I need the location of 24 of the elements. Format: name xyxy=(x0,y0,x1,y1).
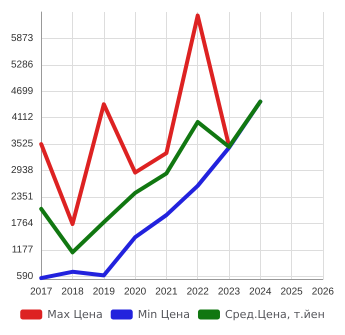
x-tick-label: 2026 xyxy=(312,286,334,298)
x-tick-label: 2017 xyxy=(30,286,53,298)
x-tick-label: 2024 xyxy=(249,286,272,298)
x-tick-label: 2018 xyxy=(61,286,84,298)
x-tick-label: 2019 xyxy=(92,286,116,298)
y-tick-label: 590 xyxy=(16,270,34,282)
x-tick-label: 2022 xyxy=(186,286,210,298)
y-tick-label: 4112 xyxy=(12,112,34,124)
y-tick-label: 3525 xyxy=(10,138,34,150)
y-tick-label: 2351 xyxy=(10,192,34,203)
x-tick-label: 2021 xyxy=(155,286,178,298)
legend-label: Сред.Цена, т.йен xyxy=(224,308,325,321)
x-tick-label: 2023 xyxy=(218,286,241,298)
y-tick-label: 4699 xyxy=(10,86,34,97)
y-tick-label: 1177 xyxy=(12,244,34,256)
legend-label: Min Цена xyxy=(138,308,190,321)
y-tick-label: 5873 xyxy=(10,32,34,44)
legend-label: Max Цена xyxy=(47,308,103,321)
x-tick-label: 2020 xyxy=(124,286,147,298)
y-tick-label: 5286 xyxy=(10,59,34,70)
y-tick-label: 1764 xyxy=(10,218,34,229)
y-tick-label: 2938 xyxy=(10,165,34,176)
x-tick-label: 2025 xyxy=(280,286,304,298)
line-series xyxy=(39,14,231,226)
